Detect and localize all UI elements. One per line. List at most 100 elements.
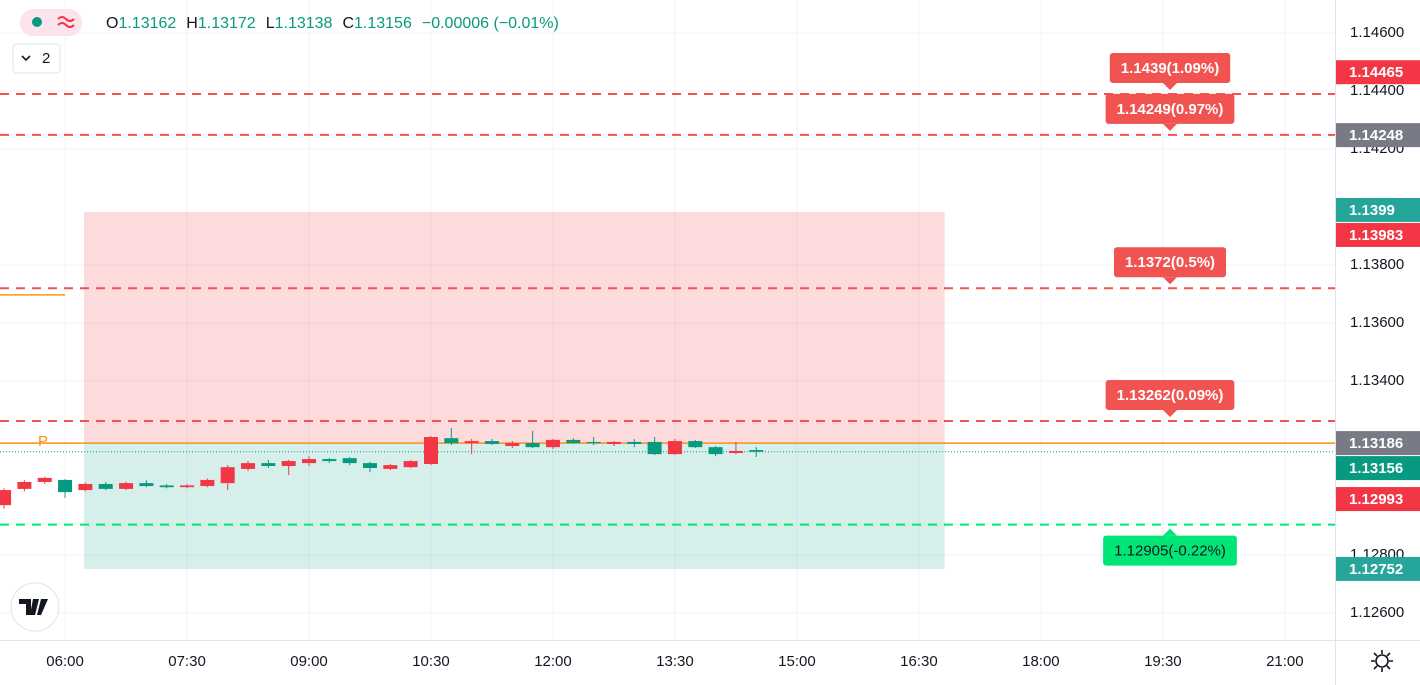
candle-body bbox=[708, 447, 723, 455]
x-tick-label: 10:30 bbox=[412, 653, 450, 670]
y-tick-label: 1.13600 bbox=[1350, 314, 1404, 331]
candle-body bbox=[606, 441, 621, 444]
candle-body bbox=[525, 443, 540, 448]
overlay: 1.1439(1.09%) 1.14249(0.97%) 1.1372(0.5%) 1… bbox=[0, 52, 1335, 566]
candle-body bbox=[749, 450, 764, 452]
ohlc-legend: O 1.13162 H 1.13172 L 1.13138 C 1.13156 −0.00006… bbox=[106, 15, 559, 32]
candle-body bbox=[322, 459, 337, 462]
candle-body bbox=[383, 465, 398, 469]
price-label: 1.14465 bbox=[1349, 64, 1403, 81]
x-tick-label: 07:30 bbox=[168, 653, 206, 670]
legend-key: H bbox=[186, 15, 198, 32]
callout-pointer bbox=[1163, 410, 1177, 418]
price-label-box bbox=[1336, 222, 1420, 247]
legend-key: C bbox=[342, 15, 354, 32]
indicator-count: 2 bbox=[42, 50, 50, 67]
entry-label: P bbox=[38, 433, 48, 450]
price-label-box bbox=[1336, 60, 1420, 85]
x-tick-label: 18:00 bbox=[1022, 653, 1060, 670]
candle-body bbox=[37, 477, 52, 482]
x-tick-label: 06:00 bbox=[46, 653, 84, 670]
legend-key: O bbox=[106, 15, 118, 32]
price-label: 1.13983 bbox=[1349, 227, 1403, 244]
candle-body bbox=[505, 443, 520, 446]
y-tick-label: 1.12600 bbox=[1350, 604, 1404, 621]
level-callout: 1.12905(-0.22%) bbox=[1103, 528, 1237, 566]
candle-body bbox=[17, 481, 32, 489]
price-label: 1.1399 bbox=[1349, 202, 1395, 219]
plot-area: P bbox=[0, 211, 1335, 569]
candle-body bbox=[667, 441, 682, 455]
gear-ring bbox=[1375, 654, 1389, 668]
candle-body bbox=[627, 441, 642, 444]
x-tick-label: 12:00 bbox=[534, 653, 572, 670]
callout-pointer bbox=[1163, 528, 1177, 536]
candle-body bbox=[403, 461, 418, 468]
price-label-box bbox=[1336, 456, 1420, 481]
gear-teeth bbox=[1371, 650, 1393, 672]
candle-body bbox=[78, 483, 93, 491]
candle-body bbox=[545, 439, 560, 448]
indicator-icon bbox=[57, 16, 75, 28]
legend-change: −0.00006 (−0.01%) bbox=[422, 15, 559, 32]
logo[interactable] bbox=[10, 582, 60, 632]
indicator-toggle[interactable]: 2 bbox=[12, 43, 61, 74]
x-tick-label: 19:30 bbox=[1144, 653, 1182, 670]
axes: 1.146001.144001.142001.138001.136001.134… bbox=[46, 24, 1420, 670]
candle-body bbox=[647, 441, 662, 455]
x-tick-label: 15:00 bbox=[778, 653, 816, 670]
level-callout: 1.14249(0.97%) bbox=[1105, 93, 1235, 131]
candle-body bbox=[241, 463, 256, 469]
candle-body bbox=[281, 461, 296, 467]
callout-label: 1.1439(1.09%) bbox=[1121, 60, 1219, 77]
stop-zone bbox=[84, 211, 945, 444]
price-label-box bbox=[1336, 123, 1420, 148]
candle-body bbox=[342, 458, 357, 464]
price-label-box bbox=[1336, 556, 1420, 581]
legend-value: 1.13138 bbox=[275, 15, 333, 32]
candle-body bbox=[180, 485, 195, 488]
candle-body bbox=[464, 441, 479, 444]
callout-pointer bbox=[1163, 277, 1177, 285]
price-label-box bbox=[1336, 431, 1420, 456]
candle-body bbox=[423, 437, 438, 464]
candle-body bbox=[58, 479, 73, 493]
logo-mark bbox=[19, 599, 48, 615]
callout-label: 1.14249(0.97%) bbox=[1117, 101, 1224, 118]
legend-value: 1.13162 bbox=[118, 15, 176, 32]
price-label-box bbox=[1336, 487, 1420, 512]
status-dot bbox=[32, 17, 42, 27]
candle-body bbox=[302, 459, 317, 464]
chevron bbox=[21, 55, 31, 62]
grid bbox=[0, 0, 1335, 640]
callout-pointer bbox=[1163, 123, 1177, 131]
callout-box bbox=[1105, 93, 1235, 124]
price-label: 1.14248 bbox=[1349, 127, 1403, 144]
candle-body bbox=[98, 483, 113, 489]
candle-body bbox=[688, 441, 703, 448]
callout-label: 1.13262(0.09%) bbox=[1117, 387, 1224, 404]
level-callout: 1.13262(0.09%) bbox=[1105, 380, 1235, 418]
x-tick-label: 16:30 bbox=[900, 653, 938, 670]
toggle-box bbox=[12, 43, 61, 74]
symbol-pill[interactable] bbox=[20, 9, 82, 36]
callout-box bbox=[1109, 52, 1231, 83]
candle-body bbox=[159, 485, 174, 488]
candle-body bbox=[444, 438, 459, 444]
legend-value: 1.13156 bbox=[354, 15, 412, 32]
candle-body bbox=[0, 490, 12, 506]
price-label: 1.12752 bbox=[1349, 561, 1403, 578]
price-label-box bbox=[1336, 197, 1420, 222]
candle-body bbox=[261, 463, 276, 467]
target-zone bbox=[84, 443, 945, 569]
price-label: 1.13186 bbox=[1349, 435, 1403, 452]
candle-body bbox=[728, 450, 743, 453]
candle-body bbox=[139, 483, 154, 487]
x-tick-label: 21:00 bbox=[1266, 653, 1304, 670]
y-tick-label: 1.14600 bbox=[1350, 24, 1404, 41]
legend-value: 1.13172 bbox=[198, 15, 256, 32]
settings-button[interactable] bbox=[1371, 650, 1393, 672]
callout-pointer bbox=[1163, 82, 1177, 90]
